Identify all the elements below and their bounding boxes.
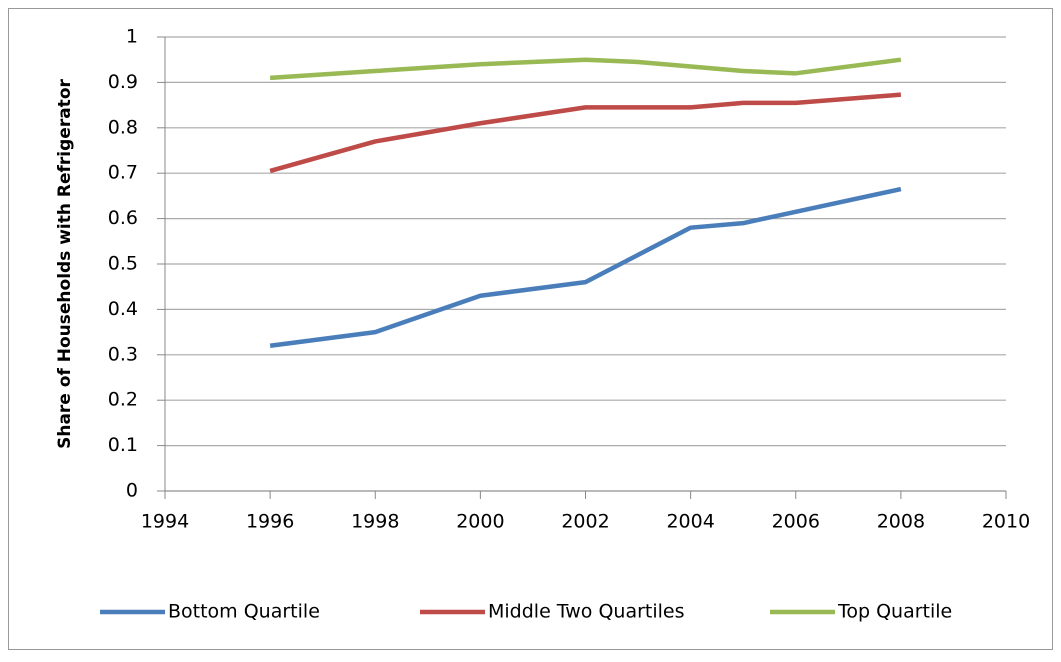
- x-tick-label: 2006: [772, 511, 820, 533]
- y-tick-label: 0.8: [108, 116, 138, 138]
- legend-label: Top Quartile: [837, 601, 952, 623]
- y-tick-label: 0.6: [108, 207, 138, 229]
- line: [269, 186, 902, 348]
- x-tick-label: 2008: [877, 511, 925, 533]
- y-axis-label: Share of Households with Refrigerator: [55, 79, 75, 449]
- y-tick-label: 0.3: [108, 343, 138, 365]
- x-tick-label: 1994: [141, 511, 189, 533]
- line: [269, 92, 902, 174]
- x-tick-label: 2004: [666, 511, 714, 533]
- y-tick-label: 0.7: [108, 162, 138, 184]
- line: [269, 57, 902, 81]
- x-tick-label: 2000: [456, 511, 504, 533]
- x-tick-label: 1998: [351, 511, 399, 533]
- y-tick-label: 0.5: [108, 253, 138, 275]
- y-tick-label: 0.4: [108, 298, 138, 320]
- y-tick-label: 0: [126, 480, 138, 502]
- y-tick-label: 0.1: [108, 434, 138, 456]
- x-tick-label: 1996: [246, 511, 294, 533]
- x-tick-label: 2002: [561, 511, 609, 533]
- x-tick-label: 2010: [982, 511, 1030, 533]
- legend-label: Middle Two Quartiles: [488, 601, 685, 623]
- y-tick-label: 0.2: [108, 389, 138, 411]
- y-tick-label: 0.9: [108, 71, 138, 93]
- y-tick-label: 1: [126, 26, 138, 48]
- legend-label: Bottom Quartile: [168, 601, 320, 623]
